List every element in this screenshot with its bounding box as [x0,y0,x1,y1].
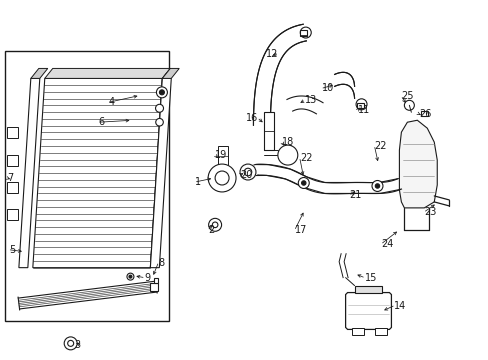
Polygon shape [253,24,305,125]
Circle shape [277,145,297,165]
Text: 14: 14 [394,301,406,311]
Polygon shape [286,96,323,114]
Circle shape [208,164,236,192]
Text: 24: 24 [381,239,393,249]
Text: 19: 19 [215,150,227,160]
Circle shape [355,99,366,110]
Text: 2: 2 [208,225,214,235]
Bar [212,170,232,186]
Circle shape [244,168,251,176]
Polygon shape [19,78,40,268]
Text: 22: 22 [299,153,312,163]
Bar [218,146,227,166]
Circle shape [127,273,134,280]
Polygon shape [255,165,400,193]
Circle shape [374,184,379,188]
Circle shape [298,177,308,189]
Text: 9: 9 [144,273,150,283]
Circle shape [212,222,218,228]
Polygon shape [254,164,401,194]
Text: 11: 11 [357,105,369,115]
Text: 21: 21 [349,190,361,200]
Polygon shape [45,68,170,78]
Bar [351,328,363,336]
Bar [7,127,18,138]
Circle shape [64,337,77,350]
Text: 7: 7 [7,173,13,183]
Bar [5,50,169,321]
Text: 17: 17 [294,225,306,235]
Circle shape [156,87,167,98]
Bar [299,30,306,36]
Circle shape [129,275,132,278]
Circle shape [240,164,255,180]
Text: 3: 3 [74,340,81,350]
Bar [421,111,427,116]
Text: 13: 13 [304,95,316,105]
Text: 4: 4 [108,97,114,107]
Circle shape [301,181,305,185]
Circle shape [208,219,221,231]
Polygon shape [150,78,171,268]
Circle shape [159,90,164,95]
Polygon shape [345,293,390,329]
Bar [7,183,18,193]
Text: 26: 26 [419,109,431,119]
Text: 23: 23 [424,207,436,217]
Text: 5: 5 [9,245,15,255]
Text: 22: 22 [374,141,386,151]
Bar [7,154,18,166]
Circle shape [371,180,382,192]
Text: 18: 18 [281,137,293,147]
Bar [7,210,18,220]
Text: 16: 16 [245,113,258,123]
Bar [154,278,158,283]
Bar [375,328,386,336]
Bar [264,112,273,150]
Text: 12: 12 [265,49,277,59]
Circle shape [67,340,74,346]
Text: 20: 20 [240,170,252,180]
Text: 25: 25 [401,91,413,101]
Polygon shape [150,68,170,268]
Text: 6: 6 [99,117,104,127]
Text: 1: 1 [195,177,201,187]
Text: 8: 8 [158,258,164,268]
Circle shape [155,104,163,112]
Polygon shape [31,68,48,78]
Circle shape [300,27,310,38]
Polygon shape [334,72,354,98]
Polygon shape [399,120,436,208]
Circle shape [404,100,413,110]
Polygon shape [162,68,179,78]
Text: 10: 10 [321,84,333,93]
Circle shape [155,118,163,126]
Circle shape [215,171,228,185]
Bar [356,103,363,108]
Bar [354,285,382,293]
Bar [150,283,158,291]
Text: 15: 15 [364,273,376,283]
